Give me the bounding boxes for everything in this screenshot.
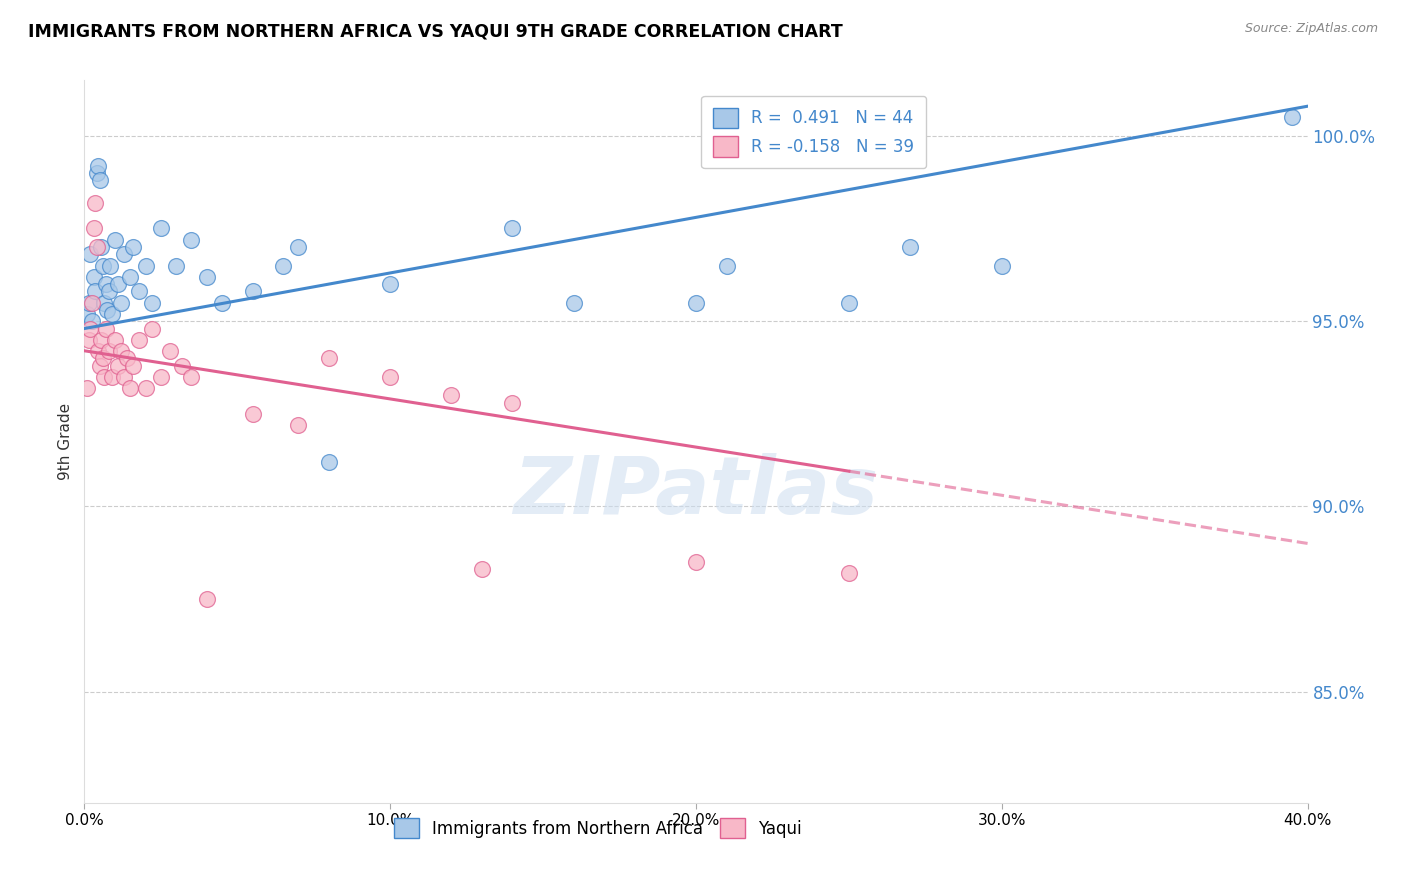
Point <box>562 295 585 310</box>
Point <box>122 359 145 373</box>
Legend: Immigrants from Northern Africa, Yaqui: Immigrants from Northern Africa, Yaqui <box>388 812 808 845</box>
Point <box>97 343 120 358</box>
Point <box>149 369 172 384</box>
Point <box>110 343 132 358</box>
Point <box>107 277 129 291</box>
Point <box>141 295 163 310</box>
Point <box>115 351 138 366</box>
Point <box>76 381 98 395</box>
Point <box>83 269 105 284</box>
Point <box>838 295 860 310</box>
Point <box>89 173 111 187</box>
Point <box>165 259 187 273</box>
Point <box>86 240 108 254</box>
Point <box>287 417 309 432</box>
Point <box>440 388 463 402</box>
Point <box>89 359 111 373</box>
Point <box>502 395 524 409</box>
Point <box>93 369 115 384</box>
Point <box>242 407 264 421</box>
Y-axis label: 9th Grade: 9th Grade <box>58 403 73 480</box>
Point <box>87 343 110 358</box>
Point <box>84 195 107 210</box>
Point <box>180 233 202 247</box>
Point <box>195 269 218 284</box>
Point <box>112 247 135 261</box>
Text: Source: ZipAtlas.com: Source: ZipAtlas.com <box>1244 22 1378 36</box>
Point <box>135 259 157 273</box>
Point <box>80 295 103 310</box>
Point <box>77 295 100 310</box>
Point <box>104 333 127 347</box>
Point <box>87 159 110 173</box>
Point <box>318 351 340 366</box>
Point <box>128 333 150 347</box>
Point <box>107 359 129 373</box>
Point <box>159 343 181 358</box>
Text: ZIPatlas: ZIPatlas <box>513 453 879 531</box>
Point <box>96 303 118 318</box>
Point <box>112 369 135 384</box>
Point <box>838 566 860 580</box>
Point <box>94 321 117 335</box>
Point <box>101 307 124 321</box>
Point <box>120 381 142 395</box>
Point <box>685 295 707 310</box>
Point <box>83 221 105 235</box>
Point <box>135 381 157 395</box>
Point <box>79 321 101 335</box>
Point <box>271 259 294 273</box>
Point <box>195 592 218 607</box>
Point <box>91 351 114 366</box>
Point <box>80 314 103 328</box>
Point <box>98 259 121 273</box>
Point <box>141 321 163 335</box>
Text: IMMIGRANTS FROM NORTHERN AFRICA VS YAQUI 9TH GRADE CORRELATION CHART: IMMIGRANTS FROM NORTHERN AFRICA VS YAQUI… <box>28 22 842 40</box>
Point <box>172 359 194 373</box>
Point <box>84 285 107 299</box>
Point <box>287 240 309 254</box>
Point <box>1281 111 1303 125</box>
Point <box>91 259 114 273</box>
Point <box>128 285 150 299</box>
Point <box>120 269 142 284</box>
Point <box>242 285 264 299</box>
Point <box>104 233 127 247</box>
Point <box>318 455 340 469</box>
Point <box>101 369 124 384</box>
Point <box>380 369 402 384</box>
Point <box>898 240 921 254</box>
Point <box>90 333 112 347</box>
Point <box>77 333 100 347</box>
Point <box>380 277 402 291</box>
Point <box>97 285 120 299</box>
Point <box>211 295 233 310</box>
Point <box>991 259 1014 273</box>
Point <box>86 166 108 180</box>
Point <box>94 277 117 291</box>
Point <box>716 259 738 273</box>
Point <box>110 295 132 310</box>
Point <box>79 247 101 261</box>
Point <box>149 221 172 235</box>
Point <box>93 295 115 310</box>
Point <box>122 240 145 254</box>
Point <box>471 562 494 576</box>
Point <box>90 240 112 254</box>
Point <box>502 221 524 235</box>
Point <box>76 307 98 321</box>
Point <box>180 369 202 384</box>
Point <box>685 555 707 569</box>
